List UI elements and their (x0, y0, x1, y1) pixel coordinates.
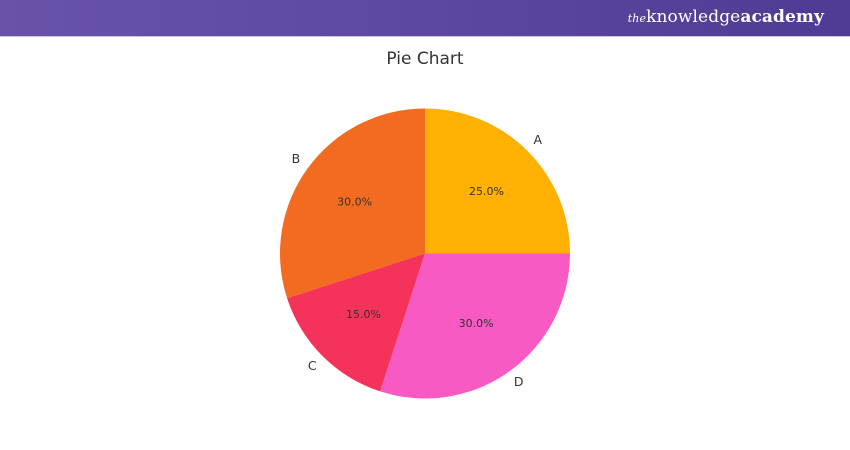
brand-logo: theknowledgeacademy (627, 7, 824, 27)
slice-percent-c: 15.0% (346, 308, 381, 321)
pie-slice-a (425, 108, 570, 254)
slice-percent-b: 30.0% (337, 195, 372, 208)
slice-label-b: B (292, 151, 301, 166)
pie-slice-c (287, 253, 425, 392)
slice-percent-d: 30.0% (459, 317, 494, 330)
chart-title: Pie Chart (386, 49, 464, 69)
pie-slice-d (380, 253, 570, 399)
pie-slice-b (280, 108, 425, 299)
slice-label-d: D (514, 374, 524, 389)
slice-label-c: C (308, 358, 317, 373)
slice-label-a: A (534, 132, 543, 147)
slice-percent-a: 25.0% (469, 185, 504, 198)
header-banner: theknowledgeacademy (0, 0, 850, 37)
